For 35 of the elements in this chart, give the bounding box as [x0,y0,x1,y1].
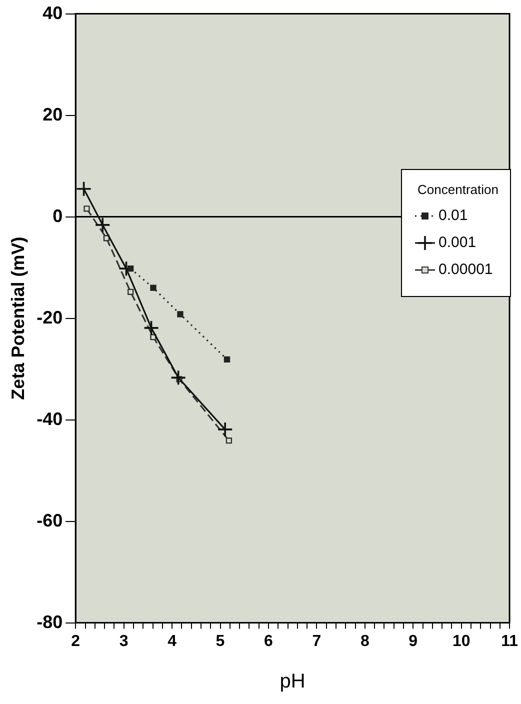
x-tick-label: 5 [216,632,225,650]
point [150,284,156,291]
legend-title: Concentration [418,182,498,198]
y-tick-label: -20 [36,307,63,328]
point [170,370,186,386]
point [224,356,230,362]
point [177,311,184,318]
x-tick-label: 10 [452,632,470,650]
x-tick-label: 11 [501,632,518,650]
point [217,422,233,438]
point [226,438,232,444]
y-axis-title: Zeta Potential (mV) [8,236,28,400]
y-tick-label: -80 [36,612,63,632]
x-tick-label: 9 [408,632,418,650]
point [143,320,160,336]
point [94,217,111,233]
x-axis-title: pH [280,670,306,693]
y-tick-label: 40 [42,2,63,23]
x-tick-label: 6 [264,632,274,650]
x-tick-label: 8 [360,632,370,650]
x-tick-label: 2 [71,632,80,650]
x-tick-label: 7 [312,632,322,650]
x-tick-label: 4 [168,632,177,650]
y-tick-label: -60 [36,510,63,530]
legend-label: 0.00001 [438,261,493,278]
point [128,265,134,272]
point [76,180,92,197]
legend-label: 0.01 [438,207,468,224]
point [128,288,134,295]
y-tick-label: -40 [36,408,63,429]
y-tick-label: 0 [52,206,63,226]
legend-label: 0.001 [438,234,476,252]
x-tick-label: 3 [119,632,128,650]
point [84,206,90,212]
y-tick-label: 20 [42,104,63,124]
